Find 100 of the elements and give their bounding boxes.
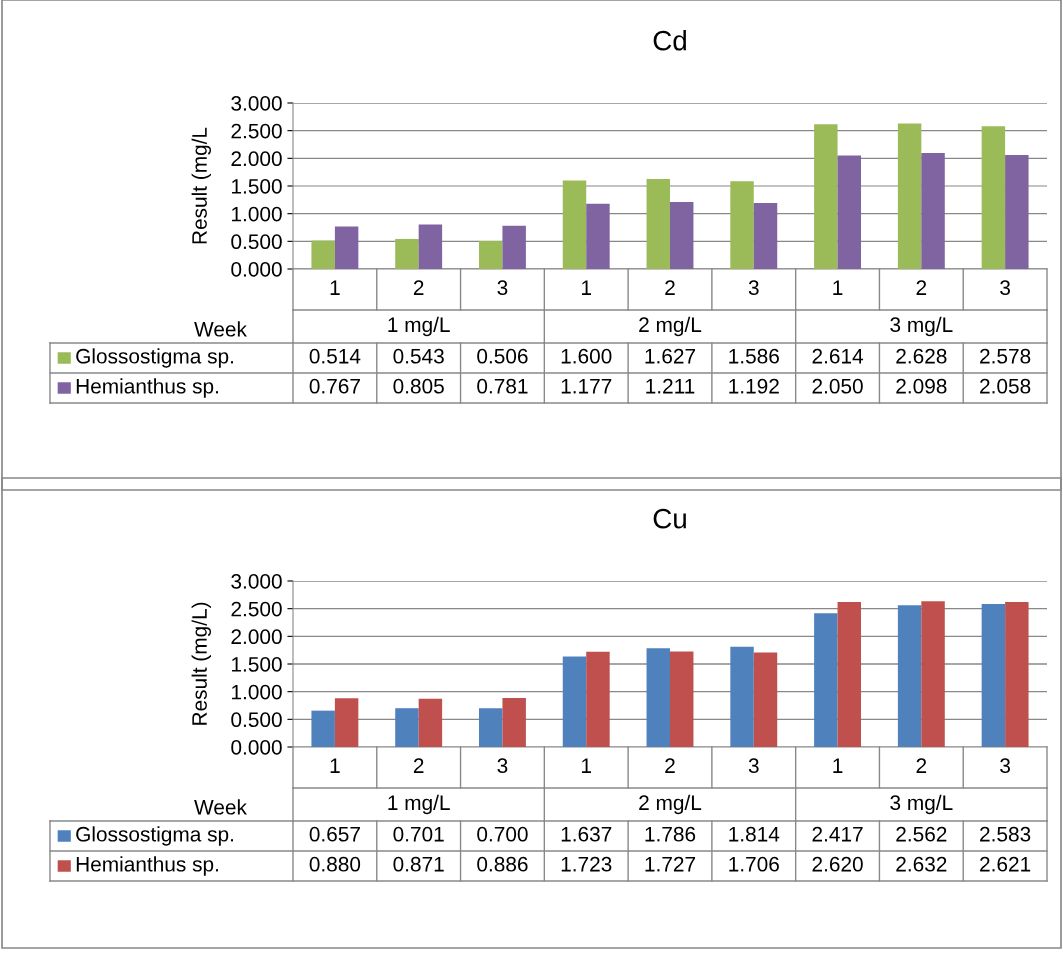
data-label: 2.562	[896, 826, 947, 842]
y-tick-label: 2.000	[231, 151, 282, 167]
x-tick-label: 3	[497, 280, 508, 296]
y-tick-label: 2.500	[231, 601, 282, 617]
x-tick-label: 3	[748, 280, 759, 296]
text: 3 mg/L	[890, 794, 953, 815]
bar	[753, 203, 778, 269]
bar	[478, 708, 503, 747]
bar	[1005, 601, 1029, 747]
data-label: 1.723	[561, 856, 612, 872]
legend-label: Glossostigma sp.	[76, 826, 234, 846]
text: 2 mg/L	[639, 794, 702, 815]
y-tick-label: 0.500	[231, 712, 282, 728]
data-label: 1.727	[645, 856, 696, 872]
data-label: 0.886	[477, 856, 528, 872]
data-label: 1.192	[729, 378, 779, 394]
bar	[897, 605, 922, 747]
bar	[981, 126, 1006, 269]
data-label: 0.880	[309, 856, 361, 872]
text: 2 mg/L	[639, 316, 702, 337]
y-tick-label: 1.500	[232, 657, 282, 672]
legend-label: Hemianthus sp.	[76, 378, 218, 398]
bar	[311, 710, 335, 747]
data-label: 0.700	[477, 826, 528, 842]
bar	[981, 604, 1006, 747]
y-tick-label: 0.500	[231, 234, 282, 250]
x-tick-label: 2	[665, 280, 675, 295]
data-label: 1.586	[729, 348, 779, 364]
data-label: 1.211	[646, 378, 695, 394]
x-tick-label: 2	[413, 758, 424, 773]
data-label: 2.098	[896, 378, 947, 394]
legend-label: Glossostigma sp.	[76, 348, 234, 368]
text: 3 mg/L	[890, 316, 953, 337]
bar	[730, 181, 754, 269]
x-tick-label: 2	[916, 758, 927, 773]
data-label: 0.781	[477, 378, 528, 394]
data-label: 2.417	[812, 826, 863, 842]
x-tick-label: 1	[833, 280, 843, 295]
bar	[670, 201, 694, 269]
data-label: 1.600	[561, 348, 612, 364]
data-label: 1.627	[645, 348, 696, 364]
y-tick-label: 3.000	[231, 96, 282, 111]
y-tick-label: 1.000	[232, 206, 282, 222]
bar	[502, 225, 526, 269]
x-tick-label: 2	[665, 758, 675, 773]
data-label: 0.506	[477, 348, 528, 364]
y-tick-label: 0.000	[231, 740, 282, 755]
legend-label: Hemianthus sp.	[76, 856, 218, 876]
x-tick-label: 2	[916, 280, 927, 295]
data-label: 1.177	[561, 379, 612, 394]
y-tick-label: 1.000	[232, 684, 282, 700]
x-tick-label: 1	[330, 280, 340, 295]
x-tick-label: 1	[582, 280, 591, 295]
x-axis-title: Week	[194, 799, 247, 815]
y-tick-label: 3.000	[231, 574, 282, 589]
y-tick-label: 1.500	[232, 179, 282, 194]
bar	[395, 708, 419, 747]
y-tick-label: 0.000	[231, 262, 282, 277]
bar	[418, 224, 443, 269]
bar	[921, 152, 945, 269]
y-tick-label: 2.500	[231, 123, 282, 139]
bar	[646, 178, 670, 269]
data-label: 1.786	[645, 826, 696, 842]
bar	[311, 240, 335, 269]
text: 1 mg/L	[388, 316, 450, 337]
data-label: 2.620	[812, 856, 863, 872]
x-tick-label: 3	[1000, 280, 1010, 296]
bar	[837, 602, 862, 747]
bar	[334, 226, 359, 269]
bar	[837, 155, 862, 269]
bar	[395, 238, 419, 269]
x-tick-label: 3	[497, 758, 508, 774]
x-tick-label: 1	[582, 758, 591, 773]
data-label: 2.058	[980, 378, 1031, 394]
bar	[814, 124, 838, 269]
x-axis-title: Week	[194, 321, 247, 337]
x-tick-label: 1	[833, 758, 843, 773]
bar	[334, 698, 359, 747]
bar	[502, 697, 526, 747]
bar	[418, 698, 443, 747]
bar	[921, 601, 945, 747]
text: 1 mg/L	[388, 794, 450, 815]
x-tick-label: 1	[330, 758, 340, 773]
data-label: 2.628	[896, 348, 947, 364]
data-label: 0.871	[393, 856, 444, 872]
bar	[814, 613, 838, 747]
data-label: 0.514	[309, 348, 361, 364]
bar	[646, 648, 670, 747]
x-tick-label: 3	[1000, 758, 1010, 774]
data-label: 0.543	[393, 348, 444, 364]
data-label: 1.706	[729, 856, 779, 872]
y-axis-title: Result (mg/L	[191, 127, 212, 244]
y-tick-label: 2.000	[231, 629, 282, 645]
data-label: 2.578	[980, 348, 1031, 364]
chart-title: Cu	[653, 508, 686, 529]
y-axis-title: Result (mg/L)	[191, 602, 212, 725]
x-tick-label: 2	[413, 280, 424, 295]
data-label: 0.701	[393, 826, 444, 842]
bar	[586, 651, 610, 747]
data-label: 2.614	[812, 348, 864, 364]
